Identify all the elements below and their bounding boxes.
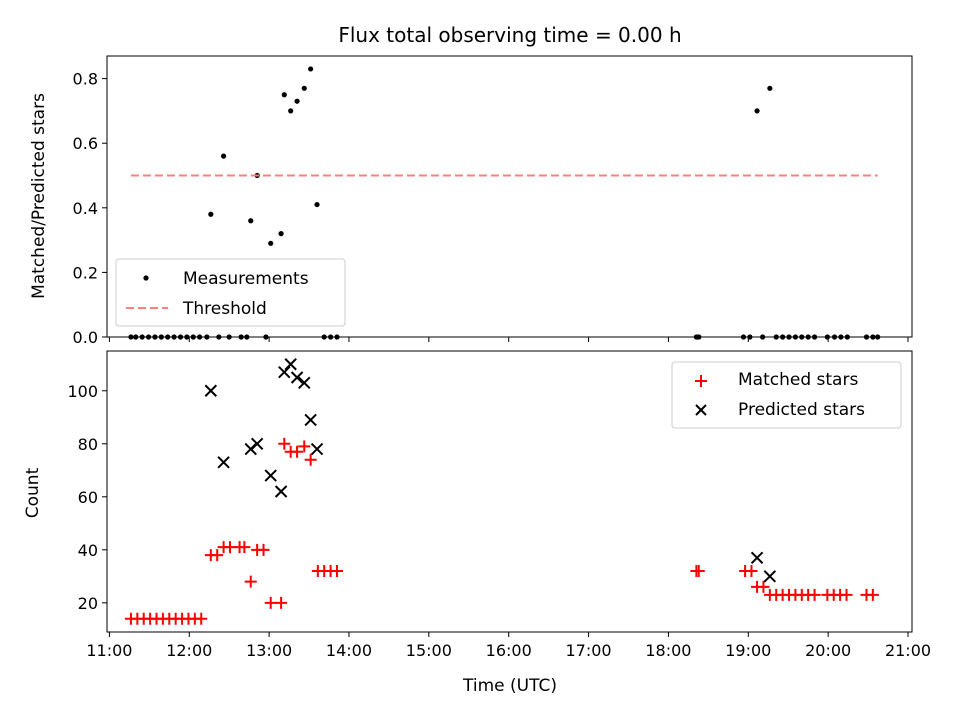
measurement-point [220,153,227,159]
matched-star-point [298,440,311,453]
measurement-point [288,108,294,114]
legend-matched-label: Matched stars [738,370,858,390]
xtick-label: 11:00 [86,641,132,660]
top-ytick-label: 0.6 [73,134,98,153]
matched-star-point [238,541,251,554]
legend-predicted-label: Predicted stars [738,400,865,420]
matched-star-point [257,543,270,556]
top-legend: Measurements Threshold [115,258,346,327]
top-ytick-label: 0.2 [73,263,98,282]
predicted-star-point [274,485,288,498]
bottom-panel: 20 40 60 80 100 11:00 12:00 13:00 14:00 15:00 16:… [23,350,931,696]
measurement-point [308,66,314,72]
top-ytick-label: 0.8 [73,70,98,89]
predicted-star-point [284,358,297,371]
bottom-axes-frame [106,350,913,633]
xtick-label: 19:00 [725,641,771,660]
xtick-label: 20:00 [805,641,851,660]
bottom-ytick-label: 100 [67,382,98,401]
predicted-star-point [250,437,264,450]
legend-measurements-marker [143,275,149,281]
xtick-label: 21:00 [885,641,931,660]
matched-star-point [840,588,853,601]
bottom-ytick-label: 20 [78,594,98,613]
measurement-point [754,108,760,114]
matched-star-point [278,437,291,450]
measurement-point [268,240,274,246]
predicted-star-point [217,456,230,469]
matched-star-point [275,596,288,609]
legend-threshold-label: Threshold [182,299,267,319]
matched-star-point [211,549,224,562]
measurement-point [767,85,773,91]
x-axis-label: Time (UTC) [462,676,557,696]
top-ytick-label: 0.4 [73,199,98,218]
top-ytick-label: 0.0 [73,328,98,347]
top-yticks: 0.0 0.2 0.4 0.6 0.8 [73,70,107,347]
bottom-legend: Matched stars Predicted stars [671,361,902,429]
top-xticks [108,337,909,342]
bottom-ytick-label: 40 [78,541,98,560]
matched-star-point [195,612,208,625]
measurement-point [248,218,254,224]
matched-star-point [304,453,317,466]
measurement-point [314,201,320,208]
xtick-label: 16:00 [486,641,532,660]
bottom-legend-box [671,361,902,429]
measurement-point [278,231,284,237]
matched-star-point [264,596,277,609]
predicted-star-point [290,371,304,384]
bottom-points [124,358,879,625]
matched-star-point [692,565,705,578]
matched-star-point [808,588,821,601]
predicted-star-point [304,413,317,427]
measurement-point [208,211,214,217]
predicted-star-point [310,442,324,456]
measurement-point [294,98,300,104]
predicted-star-point [204,384,218,397]
legend-measurements-label: Measurements [183,269,309,289]
matched-star-point [291,445,304,458]
predicted-star-point [278,366,291,379]
predicted-star-point [264,469,277,482]
measurement-point [281,92,287,98]
matched-star-point [244,575,257,588]
xtick-label: 14:00 [326,641,372,660]
predicted-star-point [763,570,777,583]
top-legend-box [115,258,346,327]
xtick-label: 15:00 [406,641,452,660]
xtick-label: 18:00 [645,641,691,660]
chart-title: Flux total observing time = 0.00 h [338,23,681,47]
bottom-ytick-label: 60 [78,488,98,507]
bottom-ytick-label: 80 [78,435,98,454]
matched-star-point [745,565,758,578]
top-axes-frame [106,55,913,338]
matched-star-point [866,588,879,601]
matched-star-point [331,565,343,578]
xtick-label: 12:00 [166,641,212,660]
xtick-label: 13:00 [246,641,292,660]
predicted-star-point [750,551,764,564]
top-ylabel: Matched/Predicted stars [29,93,49,299]
measurement-point [301,85,307,91]
top-panel: 0.00.20.40.60.8 Matched/Predicted stars … [29,55,913,347]
bottom-ylabel: Count [23,467,43,518]
predicted-star-point [298,376,311,390]
bottom-xticks: 11:00 12:00 13:00 14:00 15:00 16:00 17:00 18:00… [86,632,931,660]
legend-matched-marker [695,375,707,387]
xtick-label: 17:00 [566,641,612,660]
bottom-yticks: 20 40 60 80 100 [67,382,107,613]
matched-star-point [757,580,770,593]
legend-predicted-marker [695,404,707,416]
